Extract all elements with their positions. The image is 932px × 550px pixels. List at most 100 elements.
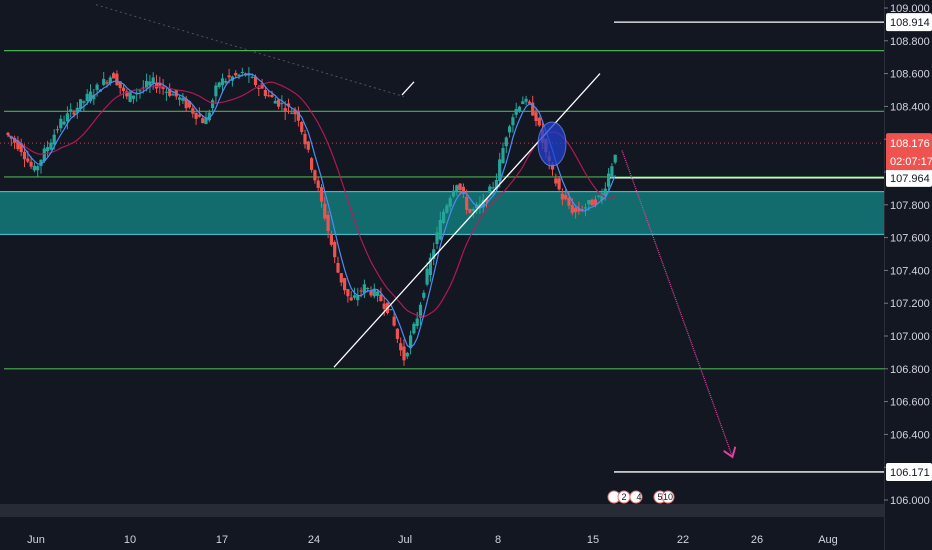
candle — [517, 105, 522, 113]
y-axis[interactable]: 109.000108.800108.600108.400108.200108.0… — [884, 0, 932, 550]
candle — [376, 289, 380, 302]
candle-body — [369, 290, 373, 296]
candle — [224, 78, 228, 85]
candle — [19, 138, 23, 157]
candle — [323, 197, 327, 221]
candle-body — [178, 97, 182, 100]
y-tick-label: 108.600 — [890, 69, 930, 81]
y-tick-label: 107.600 — [890, 233, 930, 245]
candle — [92, 88, 96, 105]
candle-body — [524, 98, 528, 102]
bar-countdown: 02:07:17 — [890, 156, 932, 168]
candle — [412, 321, 416, 335]
candle-body — [537, 117, 541, 126]
event-count-label: 10 — [663, 492, 673, 502]
candle-body — [273, 100, 277, 104]
candle-body — [399, 343, 403, 351]
candle-body — [590, 199, 594, 206]
candle-body — [527, 101, 531, 104]
candle — [85, 89, 89, 105]
candle-body — [412, 323, 416, 334]
candle — [491, 181, 495, 196]
candle-body — [69, 109, 73, 112]
candle-body — [168, 88, 172, 96]
moving-averages — [7, 73, 616, 349]
x-tick-label: Aug — [818, 534, 838, 546]
candle-body — [277, 99, 281, 107]
candle — [280, 95, 284, 111]
candle-body — [32, 165, 36, 171]
candle — [296, 106, 300, 127]
candle-body — [494, 179, 498, 190]
candle — [88, 84, 93, 104]
candle — [158, 76, 162, 94]
candle-body — [451, 190, 456, 197]
candle — [326, 211, 330, 239]
candle-body — [557, 178, 561, 190]
candle-body — [207, 112, 211, 121]
candle-body — [517, 106, 522, 112]
candle — [290, 107, 294, 115]
candle-body — [303, 133, 307, 145]
candle — [154, 74, 159, 94]
candle — [583, 203, 588, 217]
candle — [319, 184, 324, 208]
candle-body — [128, 91, 132, 102]
candle-body — [184, 98, 188, 109]
candle-body — [39, 159, 43, 167]
x-tick-label: 24 — [308, 534, 320, 546]
y-tick-label: 106.000 — [890, 495, 930, 507]
candle — [316, 176, 320, 193]
candle — [343, 277, 347, 295]
candle-body — [138, 90, 142, 92]
candle — [121, 84, 126, 99]
candle-body — [293, 109, 297, 115]
candle — [138, 89, 142, 99]
x-tick-label: Jun — [27, 534, 45, 546]
candle — [207, 109, 211, 123]
candle-body — [402, 346, 406, 361]
candle-body — [197, 114, 201, 117]
candle-body — [597, 195, 601, 197]
breakout-highlight-ellipse — [537, 121, 567, 167]
candle-body — [72, 112, 76, 115]
x-tick-label: 10 — [124, 534, 136, 546]
candle — [379, 287, 383, 302]
candle-body — [471, 208, 475, 212]
candle-body — [115, 73, 119, 86]
candle-body — [220, 78, 225, 86]
y-tick-label: 107.200 — [890, 298, 930, 310]
candle-body — [379, 294, 383, 301]
candle-body — [154, 82, 159, 89]
candle — [369, 286, 373, 298]
y-tick-label: 109.000 — [890, 3, 930, 15]
time-scale-strip — [0, 504, 884, 517]
candle-body — [145, 80, 149, 88]
candle-body — [55, 129, 60, 131]
candle — [451, 184, 456, 198]
candle — [128, 91, 132, 103]
candle — [171, 91, 175, 96]
candle-body — [280, 103, 284, 105]
candle-body — [148, 81, 152, 86]
candle-body — [214, 85, 218, 97]
candle — [191, 104, 195, 118]
candle-body — [125, 91, 129, 97]
candle-body — [336, 262, 340, 273]
short-trend-mark — [401, 81, 415, 96]
candle-body — [564, 194, 568, 200]
candle-body — [217, 82, 221, 87]
candle — [112, 71, 116, 79]
candle-body — [42, 148, 46, 161]
candle-body — [550, 163, 555, 170]
candle-body — [88, 91, 93, 102]
candle-body — [108, 77, 112, 84]
candle — [448, 195, 452, 211]
candle-body — [339, 273, 343, 283]
candle — [349, 291, 353, 302]
candle — [590, 198, 594, 206]
candle-body — [534, 112, 538, 121]
candle — [214, 82, 218, 105]
candle-body — [161, 86, 165, 89]
